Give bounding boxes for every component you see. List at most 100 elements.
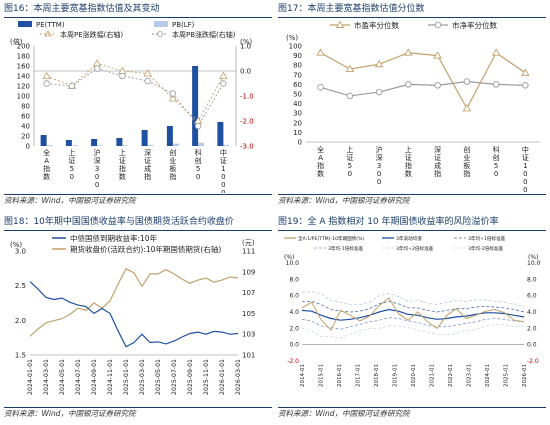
legend-label: 市盈率分位数 xyxy=(354,20,399,30)
y2-axis-unit: (元) xyxy=(242,239,255,247)
y-tick-label: 160 xyxy=(17,63,30,71)
bar-pe xyxy=(116,138,123,146)
point-pb-pct xyxy=(434,82,441,89)
y2-tick-label: 4.0 xyxy=(527,309,537,316)
point-pb-pct xyxy=(375,88,383,96)
x-tick-label-char: 证 xyxy=(68,157,75,165)
y2-tick-label: 107 xyxy=(242,289,255,297)
x-tick-label-char: 证 xyxy=(346,154,353,162)
legend-swatch-pe xyxy=(18,21,32,27)
point-pe-pct xyxy=(316,48,325,56)
y-tick-label: 60 xyxy=(21,113,30,121)
y2-tick-label: 103 xyxy=(242,331,255,339)
x-tick-label: 2023-01 xyxy=(467,364,473,387)
bar-pb xyxy=(147,144,154,146)
x-tick-label-char: 0 xyxy=(95,181,99,189)
point-pb-pct xyxy=(317,84,324,91)
series-line-4 xyxy=(301,291,525,308)
y2-tick-label: 6.0 xyxy=(527,293,537,300)
x-tick-label-char: 全 xyxy=(317,145,324,154)
y-tick-label: 20 xyxy=(21,133,30,141)
chart-panel-fig18: 图18：10年期中国国债收益率与国债期货活跃合约收盘价 中债国债到期收益率:10… xyxy=(4,215,274,420)
y2-tick-label: -2.0 xyxy=(240,118,254,126)
y-tick-label: 30 xyxy=(293,110,302,118)
legend-label: PB(LF) xyxy=(172,21,195,29)
x-tick-label-char: 创 xyxy=(195,156,202,165)
y2-axis-unit: (%) xyxy=(240,38,252,46)
bar-pe xyxy=(91,139,98,146)
chart-source: 资料来源：Wind，中国银河证券研究院 xyxy=(4,194,272,207)
legend-marker-circle xyxy=(157,31,163,37)
x-tick-label-char: 指 xyxy=(119,164,126,173)
x-tick-label-char: 上 xyxy=(119,148,126,157)
y-axis-unit: (%) xyxy=(286,34,298,42)
series-line-futures xyxy=(29,267,239,337)
y2-tick-label: 105 xyxy=(242,310,255,318)
x-tick-label: 2026-01-01 xyxy=(219,359,226,395)
y-tick-label: 80 xyxy=(21,103,30,111)
chart-source: 资料来源：Wind，中国银河证券研究院 xyxy=(278,194,546,207)
legend-label: 3年均+2倍标准差 xyxy=(396,245,434,252)
x-tick-label: 2026-01 xyxy=(522,364,528,387)
x-tick-label: 2025-09-01 xyxy=(187,359,194,395)
y-tick-label: 0 xyxy=(298,139,302,147)
bar-pe xyxy=(192,66,199,146)
point-pb-chg xyxy=(119,72,126,80)
chart-title: 图18：10年期中国国债收益率与国债期货活跃合约收盘价 xyxy=(4,215,272,231)
series-line-2 xyxy=(302,300,525,313)
y-tick-label: 70 xyxy=(293,71,302,79)
point-pb-chg xyxy=(144,77,151,85)
y-tick-label: 40 xyxy=(21,123,30,131)
legend-label: 本周PE涨跌幅(右轴) xyxy=(60,30,123,39)
x-tick-label-char: 深 xyxy=(434,145,441,154)
y2-tick-label: 101 xyxy=(242,352,255,360)
x-tick-label-char: 5 xyxy=(494,162,498,170)
x-tick-label-char: 数 xyxy=(317,169,324,178)
legend-label: 3年均-2倍标准差 xyxy=(468,245,503,252)
point-pe-chg xyxy=(168,94,178,102)
bar-pb xyxy=(97,145,104,146)
y-tick-label: 100 xyxy=(289,43,302,51)
legend-label: 市净率分位数 xyxy=(452,20,497,30)
x-tick-label-char: 0 xyxy=(523,170,527,178)
bar-pe xyxy=(217,122,224,146)
x-tick-label-char: 指 xyxy=(43,164,50,173)
x-tick-label-char: 证 xyxy=(522,154,529,162)
point-pb-chg xyxy=(43,80,50,87)
x-tick-label: 2019-01 xyxy=(393,364,399,387)
series-line-yield xyxy=(29,281,239,348)
legend-marker-triangle xyxy=(44,30,52,37)
y-tick-label: 2.5 xyxy=(15,282,26,290)
x-tick-label-char: 深 xyxy=(376,153,383,162)
legend-label: 本周PB涨跌幅(右轴) xyxy=(172,30,236,39)
series-line-5 xyxy=(301,323,524,339)
x-tick-label-char: 科 xyxy=(493,145,500,154)
x-tick-label: 2014-01 xyxy=(300,364,306,387)
x-tick-label: 2025-11-01 xyxy=(203,359,210,395)
series-line-pe-chg xyxy=(46,62,224,122)
x-tick-label-char: 指 xyxy=(463,169,470,178)
x-tick-label-char: 成 xyxy=(144,164,151,173)
x-tick-label-char: 深 xyxy=(144,148,151,157)
x-tick-label-char: 板 xyxy=(169,164,176,173)
point-pe-pct xyxy=(491,48,501,56)
x-tick-label-char: 证 xyxy=(405,154,412,162)
x-tick-label-char: 上 xyxy=(346,145,353,154)
bar-pe xyxy=(166,126,173,146)
y2-tick-label: 2.0 xyxy=(527,325,537,332)
x-tick-label-char: 证 xyxy=(144,157,151,165)
x-tick-label-char: 3 xyxy=(377,162,381,170)
legend-label: 中债国债到期收益率:10年 xyxy=(70,233,158,243)
legend-label: 3年均+1倍标准差 xyxy=(468,235,506,242)
y-tick-label: 2.0 xyxy=(15,317,26,325)
point-pe-chg xyxy=(42,71,51,79)
x-tick-label-char: 5 xyxy=(348,162,352,170)
y-tick-label: 0.0 xyxy=(289,342,299,349)
x-tick-label-char: 指 xyxy=(169,172,176,181)
y-tick-label: 10.0 xyxy=(286,260,300,267)
x-tick-label: 2025-01-01 xyxy=(123,359,130,395)
x-tick-label-char: 1 xyxy=(221,165,225,173)
x-tick-label: 2018-01 xyxy=(374,364,380,387)
x-tick-label: 2024-01 xyxy=(485,364,491,387)
y2-tick-label: 0.0 xyxy=(527,342,537,349)
